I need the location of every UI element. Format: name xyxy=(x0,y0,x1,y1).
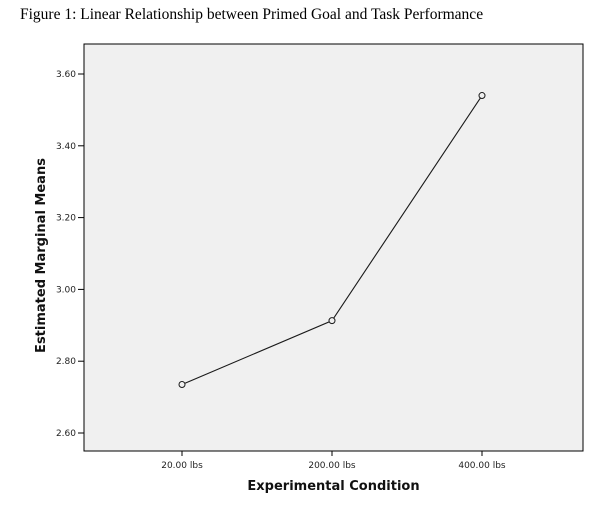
plot-area xyxy=(83,43,584,452)
data-point-marker xyxy=(328,317,336,325)
figure-caption: Figure 1: Linear Relationship between Pr… xyxy=(20,6,484,23)
y-tick-label: 3.40 xyxy=(56,142,76,152)
data-point-marker xyxy=(178,381,186,389)
x-tick-label: 200.00 lbs xyxy=(308,461,356,471)
data-point-marker xyxy=(478,92,486,100)
x-axis-title: Experimental Condition xyxy=(247,479,419,494)
x-tick-label: 400.00 lbs xyxy=(458,461,506,471)
y-tick-label: 3.00 xyxy=(56,285,76,295)
x-tick-label: 20.00 lbs xyxy=(161,461,203,471)
data-points xyxy=(178,92,486,389)
y-ticks: 2.60 2.80 3.00 3.20 3.40 3.60 xyxy=(56,70,84,439)
y-tick-label: 3.20 xyxy=(56,214,76,224)
y-axis-title: Estimated Marginal Means xyxy=(34,158,49,353)
y-tick-label: 2.80 xyxy=(56,357,76,367)
y-tick-label: 3.60 xyxy=(56,70,76,80)
x-ticks: 20.00 lbs 200.00 lbs 400.00 lbs xyxy=(161,451,506,471)
y-tick-label: 2.60 xyxy=(56,429,76,439)
